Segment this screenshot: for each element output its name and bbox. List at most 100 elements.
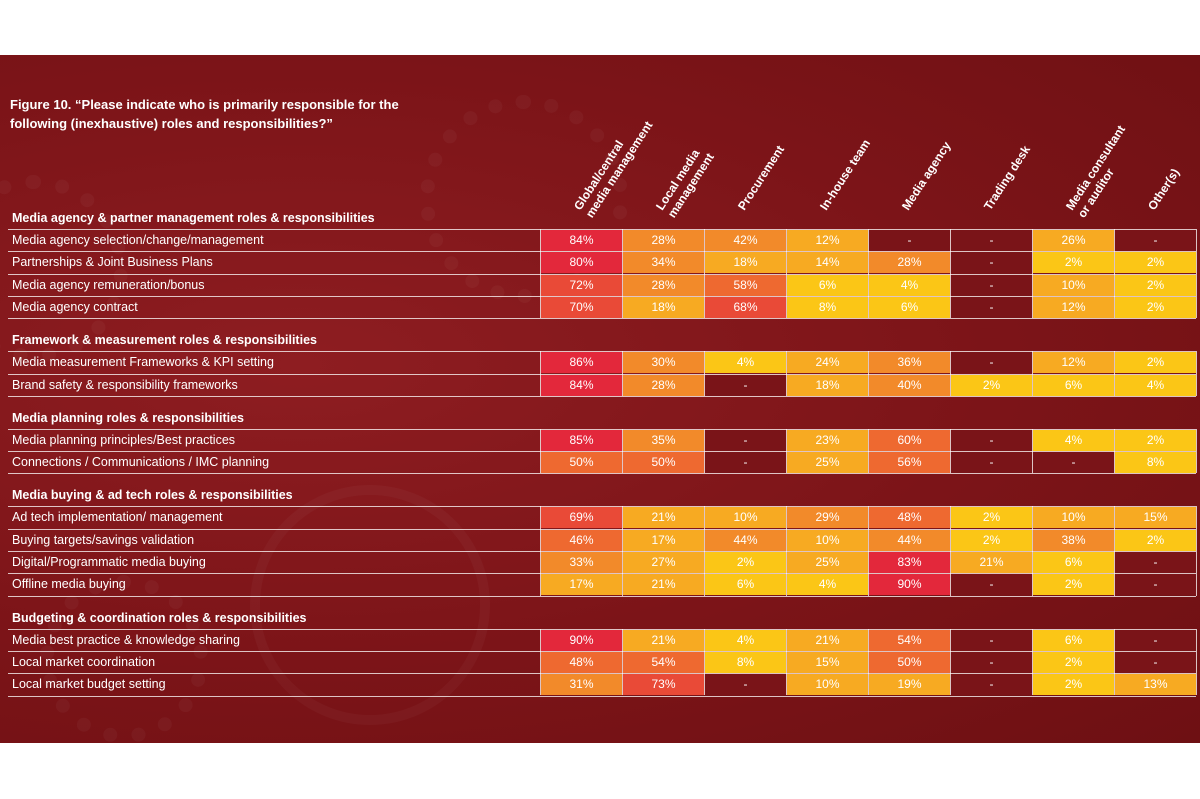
heatmap-cell: 12% [1033,297,1114,318]
heatmap-cell: 28% [869,252,950,273]
heatmap-cell: 60% [869,430,950,451]
column-separator [868,506,869,595]
heatmap-cell: - [1115,230,1196,251]
heatmap-cell: 21% [951,552,1032,573]
heatmap-cell: 10% [705,507,786,528]
heatmap-cell: 13% [1115,674,1196,695]
heatmap-cell: 14% [787,252,868,273]
heatmap-cell: - [869,230,950,251]
column-separator [1196,351,1197,396]
heatmap-cell: 84% [541,230,622,251]
column-separator [868,629,869,696]
heatmap-cell: 8% [705,652,786,673]
column-separator [950,229,951,318]
heatmap-cell: 19% [869,674,950,695]
heatmap-cell: 44% [705,530,786,551]
heatmap-cell: 24% [787,352,868,373]
heatmap-cell: 50% [623,452,704,473]
heatmap-cell: 56% [869,452,950,473]
heatmap-cell: 2% [1033,252,1114,273]
heatmap-cell: - [951,652,1032,673]
heatmap-cell: - [1115,574,1196,595]
heatmap-cell: 2% [1115,430,1196,451]
heatmap-cell: - [705,674,786,695]
heatmap-cell: 90% [541,630,622,651]
row-label: Local market budget setting [12,677,166,691]
heatmap-cell: 2% [951,507,1032,528]
heatmap-cell: 2% [705,552,786,573]
heatmap-cell: - [1115,552,1196,573]
heatmap-cell: - [951,297,1032,318]
heatmap-cell: 6% [1033,375,1114,396]
row-label: Connections / Communications / IMC plann… [12,455,269,469]
heatmap-cell: 72% [541,275,622,296]
column-separator [540,429,541,474]
heatmap-cell: 34% [623,252,704,273]
column-header: Procurement [735,143,787,213]
column-separator [540,629,541,696]
heatmap-cell: 44% [869,530,950,551]
heatmap-cell: - [951,452,1032,473]
heatmap-cell: - [951,275,1032,296]
column-separator [868,229,869,318]
heatmap-cell: - [951,574,1032,595]
gear-watermark-icon [250,485,490,725]
heatmap-cell: - [1033,452,1114,473]
heatmap-cell: 54% [869,630,950,651]
heatmap-cell: 12% [787,230,868,251]
column-separator [622,429,623,474]
column-separator [1032,429,1033,474]
heatmap-cell: 21% [623,630,704,651]
heatmap-cell: 6% [787,275,868,296]
heatmap-cell: 33% [541,552,622,573]
column-header: Trading desk [981,143,1033,213]
heatmap-cell: 21% [623,507,704,528]
column-separator [1114,351,1115,396]
row-label: Partnerships & Joint Business Plans [12,255,213,269]
heatmap-cell: 10% [787,674,868,695]
row-label: Media best practice & knowledge sharing [12,633,240,647]
heatmap-cell: 35% [623,430,704,451]
heatmap-cell: 8% [787,297,868,318]
column-separator [1196,506,1197,595]
row-label: Media agency selection/change/management [12,233,264,247]
column-separator [1196,429,1197,474]
column-separator [704,629,705,696]
section-title: Media agency & partner management roles … [12,211,375,225]
column-separator [622,506,623,595]
column-separator [1114,506,1115,595]
column-separator [786,229,787,318]
column-header-line: Media agency [899,139,954,213]
heatmap-cell: 54% [623,652,704,673]
row-label: Brand safety & responsibility frameworks [12,378,238,392]
section-title: Media planning roles & responsibilities [12,411,244,425]
heatmap-cell: 50% [541,452,622,473]
heatmap-cell: 42% [705,230,786,251]
column-header: Media agency [899,139,954,213]
column-separator [950,429,951,474]
heatmap-cell: 46% [541,530,622,551]
section-title: Media buying & ad tech roles & responsib… [12,488,293,502]
heatmap-cell: - [705,375,786,396]
column-separator [1114,429,1115,474]
heatmap-cell: 2% [1033,574,1114,595]
heatmap-cell: 4% [705,352,786,373]
column-separator [1196,229,1197,318]
heatmap-cell: 50% [869,652,950,673]
heatmap-cell: 4% [705,630,786,651]
heatmap-cell: 12% [1033,352,1114,373]
heatmap-cell: 2% [951,375,1032,396]
heatmap-cell: - [705,430,786,451]
figure-panel: Figure 10. “Please indicate who is prima… [0,55,1200,743]
heatmap-cell: 80% [541,252,622,273]
heatmap-cell: 36% [869,352,950,373]
row-label: Media planning principles/Best practices [12,433,235,447]
column-separator [622,229,623,318]
row-rule [8,473,1196,474]
heatmap-cell: 2% [1115,530,1196,551]
heatmap-cell: 2% [1115,275,1196,296]
heatmap-cell: 2% [1115,352,1196,373]
column-separator [786,506,787,595]
heatmap-cell: 90% [869,574,950,595]
heatmap-cell: 40% [869,375,950,396]
